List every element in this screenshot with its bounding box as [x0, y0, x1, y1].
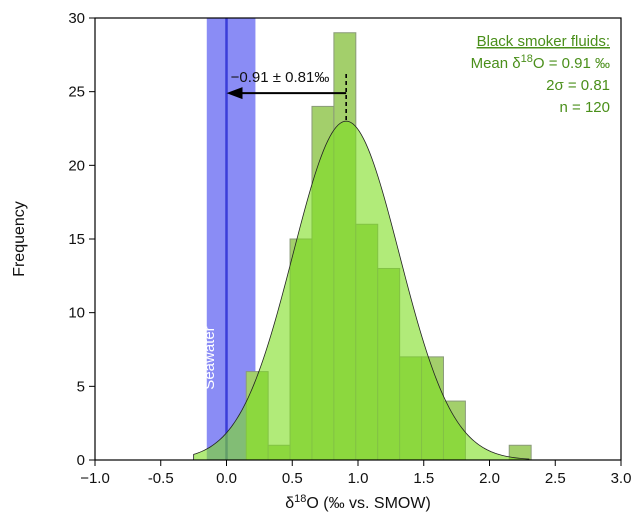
- x-tick-label: −1.0: [80, 470, 110, 487]
- x-tick-label: 3.0: [611, 470, 632, 487]
- x-tick-label: 0.5: [282, 470, 303, 487]
- offset-arrow-head: [226, 87, 243, 100]
- x-tick-label: 1.5: [413, 470, 434, 487]
- y-axis-title: Frequency: [11, 201, 28, 277]
- y-tick-label: 5: [77, 378, 85, 395]
- y-tick-label: 25: [68, 84, 85, 101]
- legend-mean: Mean δ18O = 0.91 ‰: [471, 53, 610, 72]
- x-axis-ticks: −1.0 -0.5 0.0 0.5 1.0 1.5 2.0 2.5 3.0: [80, 460, 631, 487]
- seawater-label: Seawater: [201, 326, 218, 389]
- legend-title: Black smoker fluids:: [477, 33, 610, 50]
- x-tick-label: -0.5: [148, 470, 174, 487]
- x-tick-label: 1.0: [348, 470, 369, 487]
- legend-n: n = 120: [560, 99, 610, 116]
- legend-sigma: 2σ = 0.81: [546, 77, 610, 94]
- y-tick-label: 10: [68, 305, 85, 322]
- mean-marker-layer: [226, 73, 347, 122]
- fit-curve: [193, 120, 530, 461]
- x-tick-label: 2.0: [479, 470, 500, 487]
- y-tick-label: 0: [77, 452, 85, 469]
- x-tick-label: 2.5: [545, 470, 566, 487]
- offset-label: −0.91 ± 0.81‰: [231, 69, 330, 86]
- y-tick-label: 30: [68, 10, 85, 27]
- y-tick-label: 15: [68, 231, 85, 248]
- fit-curve-layer: [193, 120, 530, 461]
- x-tick-label: 0.0: [216, 470, 237, 487]
- x-axis-title: δ18O (‰ vs. SMOW): [285, 493, 431, 512]
- y-tick-label: 20: [68, 157, 85, 174]
- y-axis-ticks: 0 5 10 15 20 25 30: [68, 10, 95, 469]
